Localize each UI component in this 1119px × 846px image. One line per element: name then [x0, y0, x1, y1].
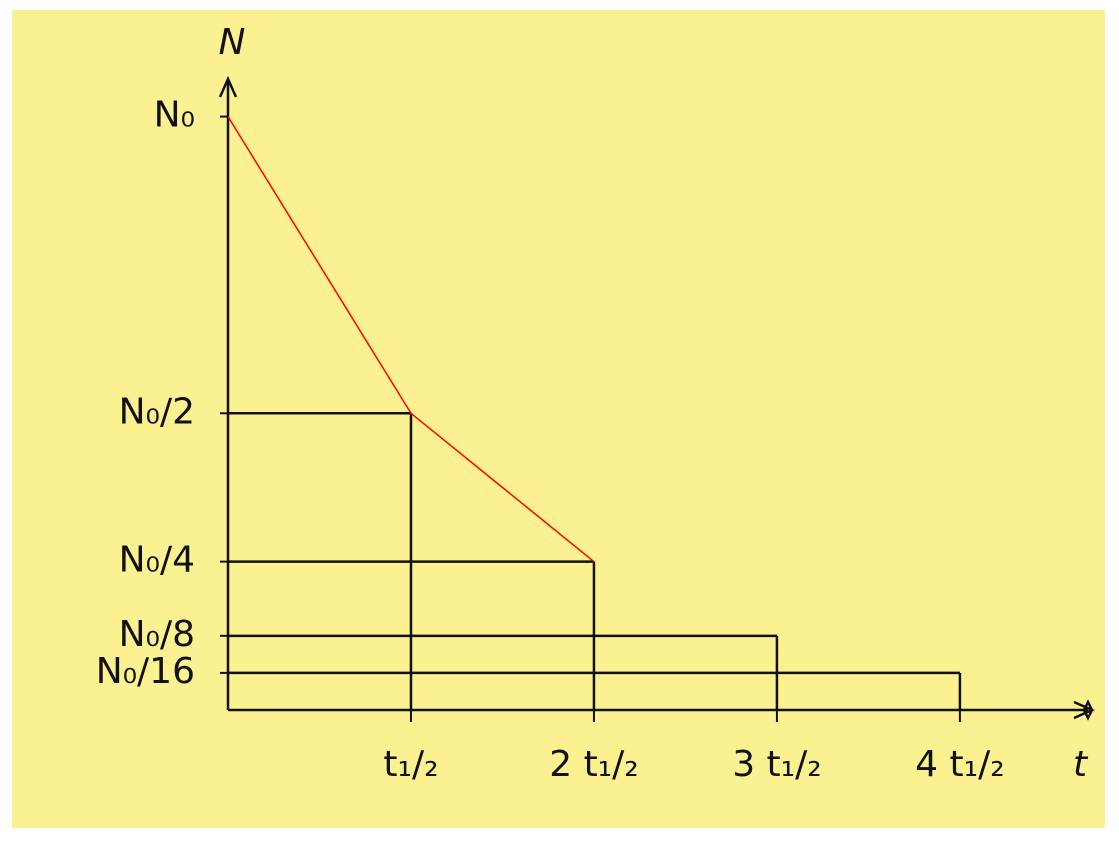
y-arrow	[218, 75, 238, 98]
y-tick-label: N₀	[154, 95, 195, 136]
y-tick-label: N₀/2	[119, 391, 195, 432]
x-tick-label: t₁/₂	[383, 744, 438, 785]
x-tick-label: 4 t₁/₂	[915, 744, 1004, 785]
background	[12, 10, 1105, 828]
y-tick-label: N₀/16	[96, 651, 195, 692]
x-tick-label: 3 t₁/₂	[732, 744, 821, 785]
x-arrow	[1073, 699, 1096, 721]
y-axis-label: N	[219, 22, 246, 63]
x-axis-label: t	[1073, 744, 1089, 785]
x-tick-label: 2 t₁/₂	[549, 744, 638, 785]
y-tick-label: N₀/4	[119, 540, 195, 581]
y-tick-label: N₀/8	[119, 614, 195, 655]
decay-line	[227, 116, 595, 563]
